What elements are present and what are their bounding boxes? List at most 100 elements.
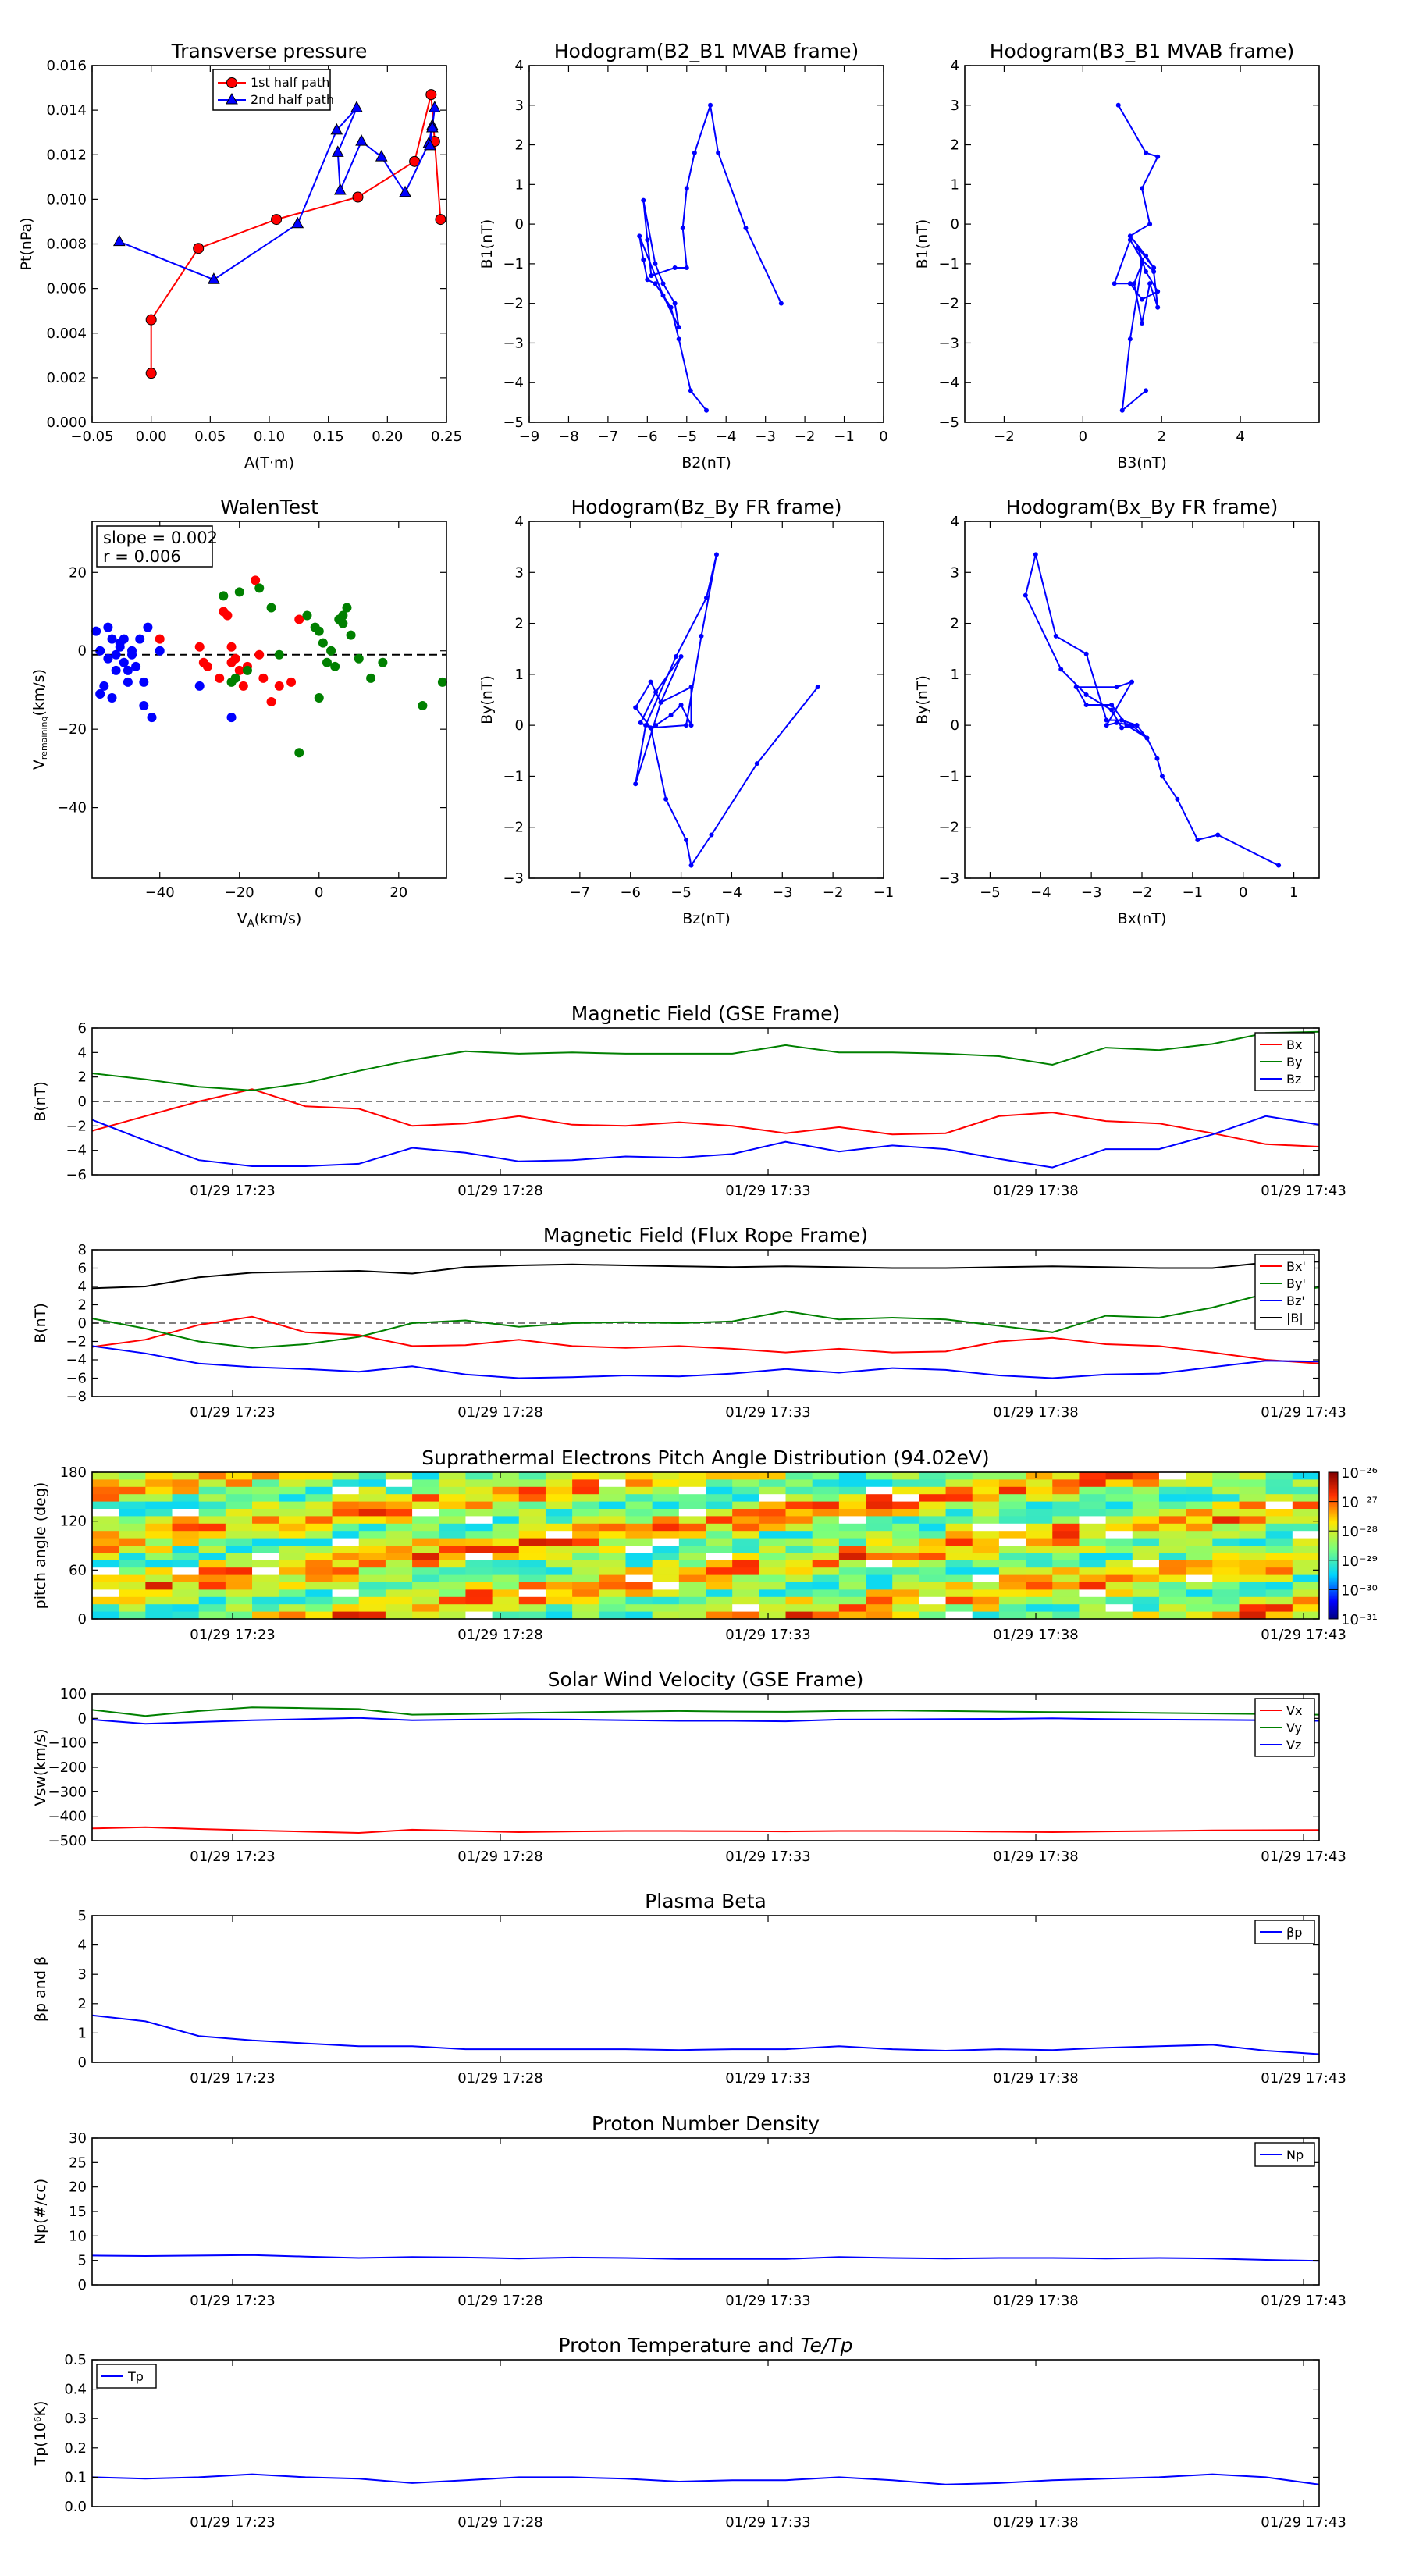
heatmap-cell [998, 1531, 1026, 1539]
x-axis-label: B3(nT) [1117, 454, 1167, 471]
heatmap-cell [812, 1472, 840, 1480]
heatmap-cell [625, 1501, 653, 1510]
y-axis-label-v: V [30, 760, 48, 770]
data-point [672, 301, 678, 306]
y-tick-label: 1 [951, 667, 959, 683]
heatmap-cell [545, 1553, 573, 1561]
heatmap-cell [1158, 1560, 1186, 1568]
heatmap-cell [332, 1516, 360, 1525]
heatmap-cell [305, 1582, 333, 1590]
heatmap-cell [358, 1582, 386, 1590]
colorbar-label: 10⁻²⁷ [1341, 1495, 1378, 1511]
heatmap-cell [545, 1596, 573, 1605]
data-point [139, 677, 149, 687]
data-point [1140, 186, 1144, 191]
heatmap-cell [759, 1589, 787, 1598]
heatmap-cell [998, 1523, 1026, 1532]
data-point [1140, 321, 1144, 326]
heatmap-cell [172, 1501, 200, 1510]
heatmap-cell [225, 1589, 253, 1598]
data-point [778, 301, 784, 306]
heatmap-cell [279, 1516, 306, 1525]
heatmap-cell [945, 1531, 973, 1539]
heatmap-cell [252, 1582, 279, 1590]
data-point [1151, 269, 1157, 275]
heatmap-cell [172, 1509, 200, 1517]
data-point [254, 649, 265, 660]
heatmap-cell [119, 1509, 146, 1517]
legend-label: Vz [1286, 1738, 1301, 1752]
x-tick-label: 01/29 17:23 [190, 2514, 275, 2531]
heatmap-cell [1052, 1509, 1080, 1517]
heatmap-cell [1212, 1596, 1240, 1605]
data-point [1109, 707, 1115, 713]
heatmap-cell [945, 1553, 973, 1561]
data-point [643, 723, 649, 728]
x-tick-label: −2 [795, 429, 816, 445]
series-line-By [91, 1030, 1320, 1091]
x-tick-label: 01/29 17:33 [725, 1183, 810, 1199]
y-tick-label: 4 [515, 514, 524, 530]
heatmap-cell [145, 1574, 173, 1583]
heatmap-cell [119, 1546, 146, 1553]
heatmap-cell [838, 1523, 866, 1532]
heatmap-cell [866, 1567, 893, 1576]
heatmap-cell [198, 1596, 226, 1605]
heatmap-cell [279, 1582, 306, 1590]
y-tick-label: 180 [60, 1464, 87, 1481]
heatmap-cell [465, 1523, 493, 1532]
heatmap-cell [1132, 1472, 1160, 1480]
heatmap-cell [492, 1516, 520, 1525]
heatmap-cell [279, 1604, 306, 1613]
heatmap-cell [919, 1589, 947, 1598]
heatmap-cell [358, 1538, 386, 1546]
heatmap-cell [572, 1574, 599, 1583]
x-tick-label: 01/29 17:23 [190, 1627, 275, 1643]
heatmap-cell [652, 1523, 680, 1532]
heatmap-cell [678, 1567, 706, 1576]
heatmap-cell [518, 1479, 546, 1488]
heatmap-cell [492, 1582, 520, 1590]
heatmap-cell [892, 1479, 919, 1488]
heatmap-cell [1158, 1553, 1186, 1561]
heatmap-cell [1239, 1509, 1267, 1517]
heatmap-cell [945, 1523, 973, 1532]
data-point [314, 626, 324, 636]
heatmap-cell [225, 1486, 253, 1495]
heatmap-cell [518, 1582, 546, 1590]
heatmap-cell [945, 1486, 973, 1495]
heatmap-cell [492, 1486, 520, 1495]
series-line-Vx [91, 1826, 1320, 1834]
heatmap-cell [92, 1472, 119, 1480]
heatmap-cell [785, 1523, 813, 1532]
heatmap-cell [198, 1582, 226, 1590]
data-point [815, 685, 820, 690]
heatmap-cell [492, 1604, 520, 1613]
data-point [1119, 717, 1125, 723]
heatmap-cell [279, 1546, 306, 1553]
heatmap-cell [1026, 1582, 1053, 1590]
x-tick-label: 01/29 17:38 [993, 2514, 1078, 2531]
data-point [713, 552, 719, 557]
heatmap-cell [358, 1546, 386, 1553]
heatmap-cell [1292, 1516, 1320, 1525]
x-tick-label: 0 [1079, 429, 1087, 445]
heatmap-cell [572, 1553, 599, 1561]
heatmap-cell [145, 1494, 173, 1503]
heatmap-cell [1212, 1486, 1240, 1495]
heatmap-cell [812, 1486, 840, 1495]
heatmap-cell [492, 1501, 520, 1510]
heatmap-cell [599, 1604, 627, 1613]
heatmap-cell [439, 1479, 467, 1488]
x-tick-label: 0.10 [254, 429, 285, 445]
heatmap-cell [866, 1472, 893, 1480]
heatmap-cell [732, 1479, 759, 1488]
heatmap-cell [945, 1560, 973, 1568]
heatmap-cell [1158, 1531, 1186, 1539]
heatmap-cell [678, 1596, 706, 1605]
heatmap-cell [866, 1546, 893, 1553]
heatmap-cell [678, 1523, 706, 1532]
heatmap-cell [625, 1574, 653, 1583]
y-tick-label: −5 [938, 415, 959, 431]
heatmap-cell [225, 1574, 253, 1583]
